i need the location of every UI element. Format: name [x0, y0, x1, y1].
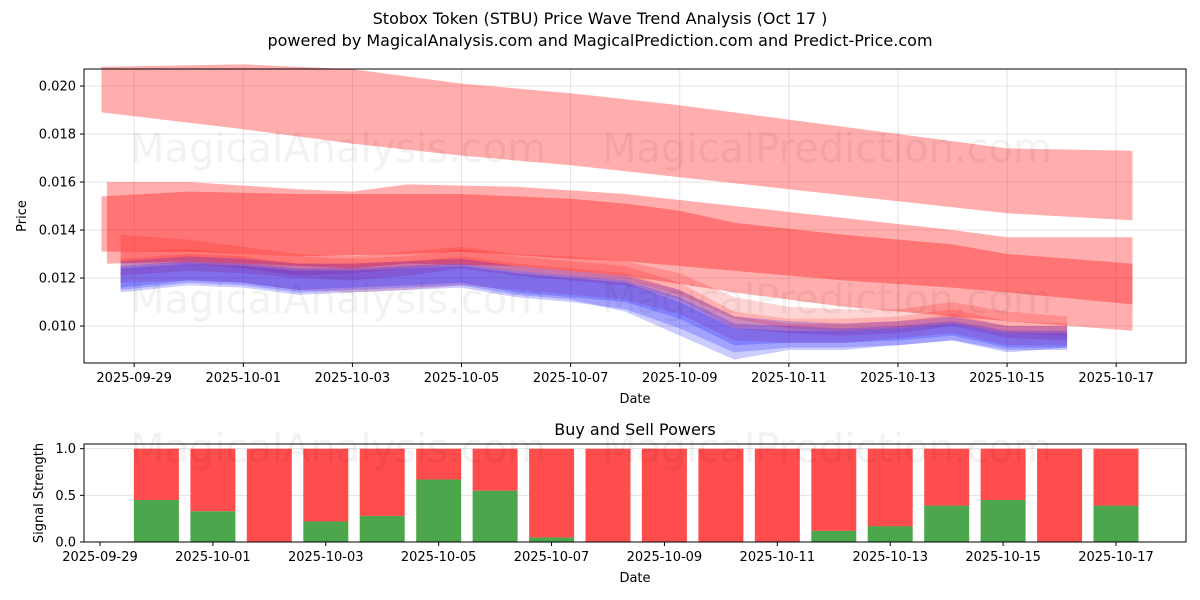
bottom-y-tick-label: 0.0: [55, 536, 76, 551]
wave-4-band: [120, 256, 1068, 348]
top-x-tick-label: 2025-10-15: [969, 371, 1045, 386]
top-y-tick-label: 0.016: [39, 176, 76, 191]
buy-bar: [980, 500, 1026, 542]
bottom-x-tick-label: 2025-10-09: [627, 550, 703, 565]
top-x-axis-label: Date: [619, 392, 650, 407]
watermark-prediction-top: MagicalPrediction.com: [602, 126, 1052, 172]
bottom-x-tick-label: 2025-10-13: [852, 550, 928, 565]
mid-forecast-band-outer: [106, 182, 1133, 331]
top-y-tick-label: 0.020: [39, 80, 76, 95]
bottom-x-tick-label: 2025-10-17: [1078, 550, 1154, 565]
bottom-x-ticks: 2025-09-29 2025-10-01 2025-10-03 2025-10-05…: [62, 542, 1154, 565]
top-x-tick-label: 2025-09-29: [96, 371, 172, 386]
sell-bar: [246, 448, 292, 542]
sell-bar: [529, 448, 575, 538]
sell-bar: [811, 448, 857, 531]
mid-forecast-band-inner: [101, 191, 1133, 305]
sell-bar: [472, 448, 518, 491]
bottom-x-tick-label: 2025-10-15: [965, 550, 1041, 565]
top-x-tick-label: 2025-10-03: [315, 371, 391, 386]
bottom-x-axis-label: Date: [619, 571, 650, 586]
buy-bar: [924, 505, 970, 542]
wave-3-band: [120, 254, 1068, 346]
watermark-analysis-bottom: MagicalAnalysis.com: [130, 426, 546, 472]
buy-bar: [811, 530, 857, 542]
top-grid: [84, 69, 1186, 363]
sell-bar: [190, 448, 236, 512]
bottom-x-tick-label: 2025-10-07: [514, 550, 590, 565]
top-x-tick-label: 2025-10-17: [1078, 371, 1154, 386]
sell-bar: [585, 448, 631, 542]
sell-bar: [359, 448, 405, 516]
bottom-x-tick-label: 2025-09-29: [62, 550, 138, 565]
bottom-y-ticks: 0.0 0.5 1.0: [55, 442, 84, 551]
bottom-chart-title: Buy and Sell Powers: [554, 420, 716, 439]
wave-bands: [120, 234, 1068, 360]
bottom-x-tick-label: 2025-10-01: [175, 550, 251, 565]
top-x-ticks: 2025-09-29 2025-10-01 2025-10-03 2025-10-05…: [96, 363, 1154, 386]
wave-5-band: [120, 261, 1068, 353]
bottom-x-tick-label: 2025-10-11: [740, 550, 816, 565]
sell-bar: [754, 448, 800, 542]
chart-subtitle: powered by MagicalAnalysis.com and Magic…: [267, 31, 933, 50]
bottom-y-tick-label: 1.0: [55, 442, 76, 457]
top-x-tick-label: 2025-10-07: [533, 371, 609, 386]
sell-bar: [641, 448, 687, 542]
watermark-analysis-mid: MagicalAnalysis.com: [130, 277, 546, 323]
watermark-prediction-bottom: MagicalPrediction.com: [602, 426, 1052, 472]
bottom-x-tick-label: 2025-10-03: [288, 550, 364, 565]
top-x-tick-label: 2025-10-09: [642, 371, 718, 386]
forecast-bands: [101, 64, 1133, 331]
bottom-x-tick-label: 2025-10-05: [401, 550, 477, 565]
buy-bar: [416, 479, 462, 542]
top-x-tick-label: 2025-10-05: [424, 371, 500, 386]
top-y-axis-label: Price: [15, 200, 30, 232]
sell-bar: [1093, 448, 1139, 506]
wave-6-band: [120, 263, 1068, 360]
top-x-tick-label: 2025-10-01: [206, 371, 282, 386]
bottom-axes-frame: [83, 443, 1187, 543]
sell-bar: [924, 448, 970, 506]
wave-2-band: [120, 249, 1068, 341]
top-y-tick-label: 0.012: [39, 272, 76, 287]
top-y-ticks: 0.010 0.012 0.014 0.016 0.018 0.020: [39, 80, 84, 335]
bottom-y-tick-label: 0.5: [55, 489, 76, 504]
wave-1-band: [120, 234, 1068, 336]
top-y-tick-label: 0.010: [39, 320, 76, 335]
buy-bar: [133, 500, 179, 542]
sell-bar: [867, 448, 913, 527]
buy-bar: [190, 511, 236, 542]
top-y-tick-label: 0.018: [39, 128, 76, 143]
sell-bar: [303, 448, 349, 522]
chart-title: Stobox Token (STBU) Price Wave Trend Ana…: [372, 9, 828, 28]
sell-bar: [416, 448, 462, 480]
buy-bar: [303, 521, 349, 542]
buy-bar: [359, 515, 405, 542]
top-axes-frame: [83, 68, 1187, 364]
upper-forecast-band: [101, 64, 1133, 221]
sell-bar: [980, 448, 1026, 500]
bottom-y-axis-label: Signal Strength: [32, 443, 47, 543]
top-x-tick-label: 2025-10-11: [751, 371, 827, 386]
buy-bar: [1093, 505, 1139, 542]
watermark-prediction-mid: MagicalPrediction.com: [602, 277, 1052, 323]
sell-bar: [133, 448, 179, 500]
buy-sell-bars: [133, 448, 1139, 542]
watermark-analysis-top: MagicalAnalysis.com: [130, 126, 546, 172]
top-y-tick-label: 0.014: [39, 224, 76, 239]
sell-bar: [698, 448, 744, 542]
sell-bar: [1037, 448, 1083, 542]
top-x-tick-label: 2025-10-13: [860, 371, 936, 386]
buy-bar: [529, 537, 575, 542]
buy-bar: [867, 526, 913, 542]
buy-bar: [472, 490, 518, 542]
